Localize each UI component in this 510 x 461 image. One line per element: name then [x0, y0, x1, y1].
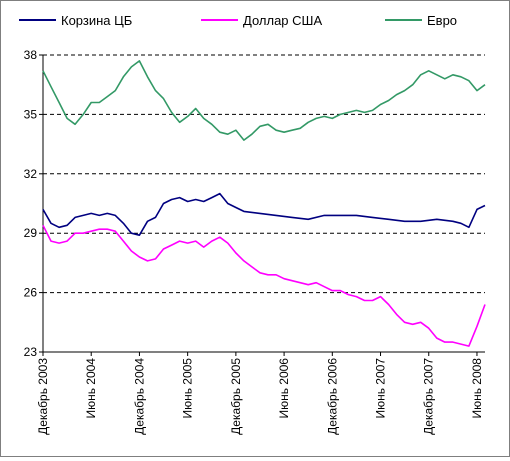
y-tick-label: 29 — [24, 226, 38, 240]
x-tick-label: Декабрь 2005 — [229, 358, 243, 435]
series-line — [42, 60, 486, 141]
series-line — [42, 192, 486, 236]
y-tick-label: 32 — [24, 167, 38, 181]
x-tick-label: Июнь 2006 — [277, 358, 291, 419]
y-tick-label: 38 — [24, 48, 38, 62]
grid — [43, 54, 485, 353]
legend-label: Корзина ЦБ — [61, 13, 132, 28]
legend: Корзина ЦБ Доллар США Евро — [19, 13, 457, 28]
x-tick-label: Июнь 2005 — [181, 358, 195, 419]
x-tick-label: Июнь 2007 — [374, 358, 388, 419]
x-tick-label: Декабрь 2007 — [422, 358, 436, 435]
y-tick-label: 23 — [24, 345, 38, 359]
series-line — [42, 224, 486, 347]
x-tick-label: Декабрь 2004 — [132, 358, 146, 435]
x-tick-label: Июнь 2008 — [470, 358, 484, 419]
x-tick-label: Декабрь 2003 — [36, 358, 50, 435]
axes: 23 26 29 32 35 38 Декабрь 2003 Июнь 2004 Декабрь… — [24, 48, 485, 435]
series-group — [42, 60, 486, 347]
y-tick-label: 35 — [24, 107, 38, 121]
legend-label: Доллар США — [243, 13, 322, 28]
legend-label: Евро — [427, 13, 457, 28]
x-tick-label: Декабрь 2006 — [325, 358, 339, 435]
y-tick-label: 26 — [24, 286, 38, 300]
x-tick-label: Июнь 2004 — [84, 358, 98, 419]
